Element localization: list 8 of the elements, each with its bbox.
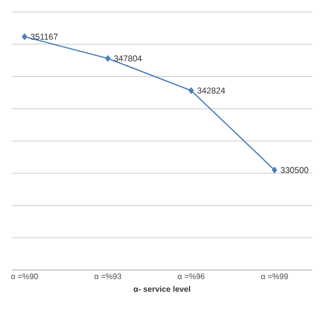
point [272,166,278,174]
data-label: 347804 [114,55,142,62]
point [22,34,28,40]
point [188,87,194,94]
data-label: 330500 [280,167,308,174]
point [105,55,110,62]
data-label: 351167 [30,34,58,40]
data-label: 342824 [197,88,226,94]
